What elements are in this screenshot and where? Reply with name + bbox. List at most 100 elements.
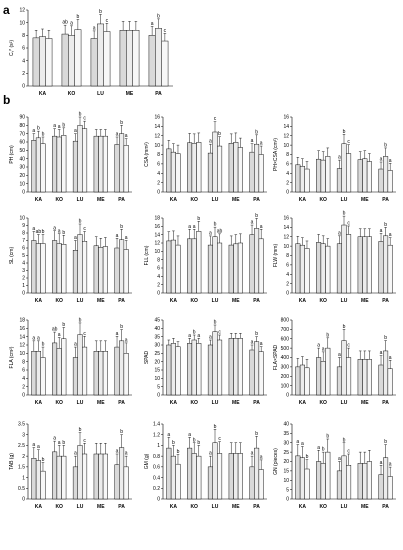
category-label: PA [118,504,125,510]
panel-a-letter: a [3,3,10,17]
category-label: KO [190,504,198,510]
bar [102,135,108,193]
y-tick-label: 14 [154,232,160,238]
y-tick-label: 10 [154,249,160,255]
significance-letter: a [53,436,56,442]
bar [93,135,99,193]
significance-letter: a [74,451,77,457]
y-tick-label: 90 [19,115,25,121]
y-tick-label: 10 [154,143,160,149]
bar [126,30,133,87]
y-tick-label: 100 [281,383,290,389]
bar [98,453,104,500]
bar [228,453,234,500]
y-axis-label: CSA (mm²) [144,142,150,167]
bar [254,143,260,193]
y-tick-label: 4 [22,376,25,382]
significance-letter: a [209,230,212,236]
significance-letter: a [209,139,212,145]
bar [61,455,67,500]
category-label: KA [170,197,178,203]
bar [61,135,67,193]
significance-letter: b [197,216,200,222]
bar [316,357,322,396]
significance-letter: a [116,233,119,239]
y-tick-label: 70 [19,131,25,137]
significance-letter: b [193,330,196,336]
y-axis-label: PH×CSA (cm³) [273,138,279,171]
significance-letter: b [255,213,258,219]
y-tick-label: 8 [22,33,25,39]
bar [119,30,127,87]
significance-letter: b [42,229,45,235]
bar [212,442,218,500]
y-axis-label: PH (cm) [9,145,15,164]
bar [119,447,125,500]
bar [233,142,239,193]
significance-letter: ab [217,228,223,234]
bar [170,151,176,193]
y-tick-label: 2 [286,281,289,287]
category-label: PA [382,400,389,406]
y-tick-label: 1.4 [153,422,160,428]
significance-letter: b [214,424,217,430]
bar [233,453,239,500]
y-axis-label: GM (g) [144,453,150,469]
bar [362,236,368,294]
bar [31,351,37,396]
y-tick-label: 0.6 [153,465,160,471]
category-label: LU [77,400,84,406]
bar [98,247,104,294]
bar [299,244,305,294]
y-tick-label: 0.5 [18,486,25,492]
bar [35,137,41,193]
bar [155,28,162,87]
y-tick-label: 6 [22,368,25,374]
y-tick-label: 80 [19,123,25,129]
significance-letter: a [338,230,341,236]
category-label: ME [126,91,134,97]
significance-letter: c [347,343,350,349]
category-label: KO [55,197,63,203]
significance-letter: a [251,340,254,346]
y-tick-label: 10 [154,376,160,382]
significance-letter: a [380,350,383,356]
significance-letter: b [37,126,40,132]
category-label: LU [212,298,219,304]
bar [387,476,393,500]
category-label: KO [190,298,198,304]
y-tick-label: 16 [283,115,289,121]
y-tick-label: 16 [283,216,289,222]
y-tick-label: 0 [22,393,25,399]
significance-letter: a [188,224,191,230]
significance-letter: a [338,352,341,358]
y-tick-label: 25 [283,450,289,456]
y-axis-label: Cᵥ* (s²) [9,40,15,56]
y-tick-label: 15 [283,469,289,475]
y-tick-label: 4 [157,274,160,280]
bar [82,346,88,396]
bar [387,170,393,193]
significance-letter: a [260,341,263,347]
bar [304,468,310,500]
bar [346,357,352,396]
bar [72,140,78,193]
category-label: ME [97,504,105,510]
bar [304,248,310,294]
significance-letter: b [79,427,82,433]
significance-letter: b [62,122,65,128]
category-label: PA [118,197,125,203]
bar [325,451,331,500]
chart-9: 0100200300400500600700800FLA×SPADKAaabKO… [273,318,396,406]
bar [346,153,352,193]
category-label: ME [232,504,240,510]
category-label: ME [97,298,105,304]
category-label: LU [341,504,348,510]
bar [52,451,58,500]
category-label: LU [97,91,104,97]
y-tick-label: 400 [281,355,290,361]
category-label: LU [212,504,219,510]
bar [320,463,326,500]
